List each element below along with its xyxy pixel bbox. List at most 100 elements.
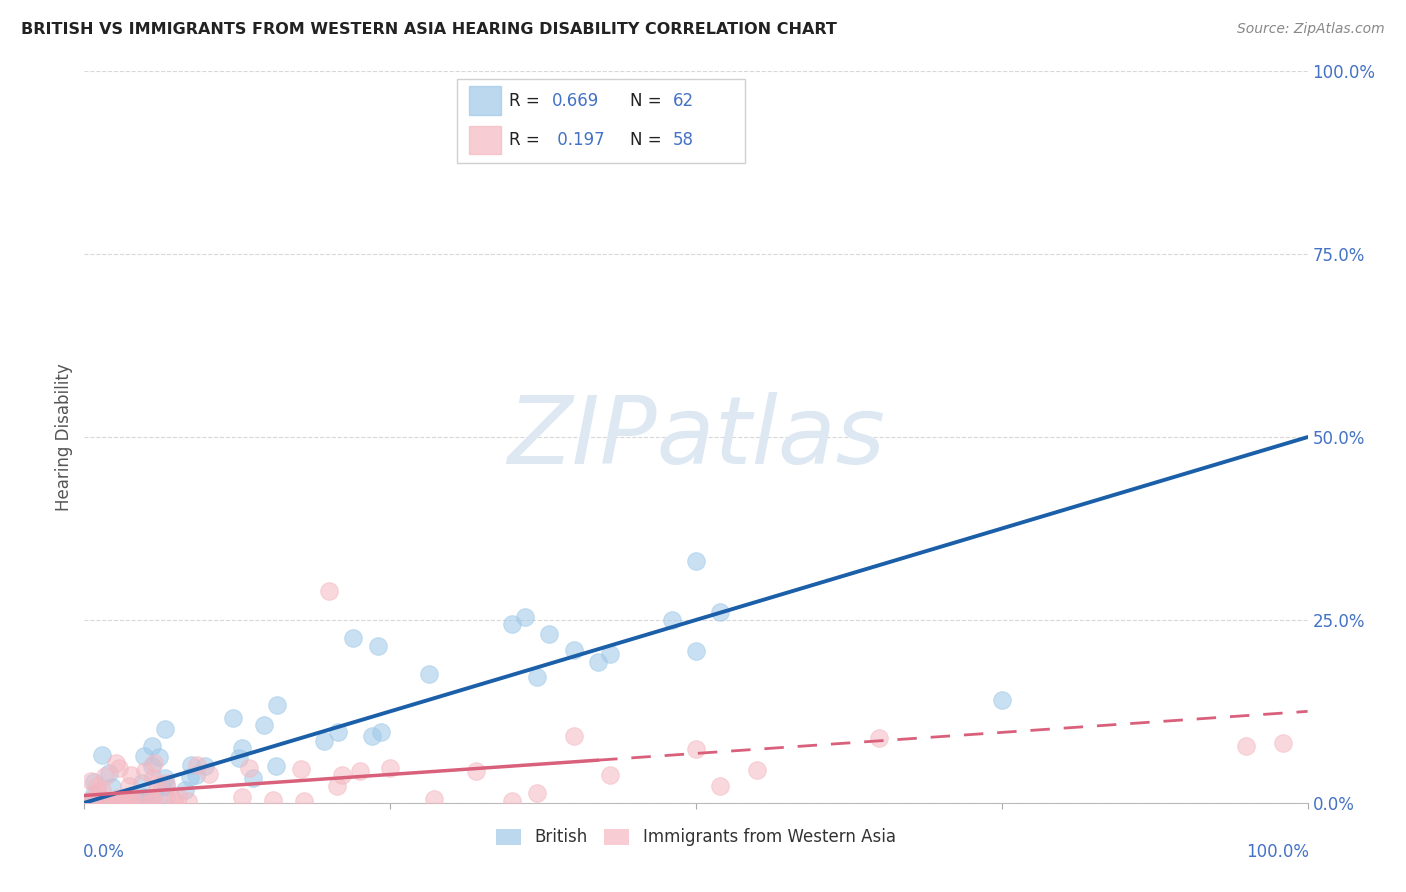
Point xyxy=(100,794,122,808)
Point xyxy=(253,718,276,732)
Point xyxy=(228,750,250,764)
Point xyxy=(526,670,548,684)
Point xyxy=(108,761,131,775)
Point xyxy=(83,787,105,801)
Point xyxy=(562,642,585,657)
Point xyxy=(131,794,153,808)
Point xyxy=(502,616,524,631)
Point xyxy=(136,794,159,808)
Point xyxy=(124,794,146,808)
Point xyxy=(131,776,153,790)
Point xyxy=(538,627,561,641)
Point xyxy=(513,610,536,624)
Point xyxy=(685,742,707,756)
Point xyxy=(141,759,163,773)
Point xyxy=(86,794,108,808)
Point xyxy=(141,794,163,808)
Point xyxy=(266,698,288,713)
Point xyxy=(94,769,117,783)
Point xyxy=(90,794,112,808)
Point xyxy=(142,771,165,785)
Point xyxy=(148,750,170,764)
Point xyxy=(141,789,163,804)
Point xyxy=(326,779,349,793)
Point xyxy=(173,783,195,797)
Point xyxy=(318,583,340,598)
Point xyxy=(79,794,101,808)
Point xyxy=(83,794,105,808)
Point xyxy=(661,614,683,628)
Point xyxy=(685,554,707,568)
Point xyxy=(103,794,125,808)
Point xyxy=(1236,739,1258,753)
Point xyxy=(1272,736,1295,750)
Point xyxy=(163,794,186,808)
Point xyxy=(143,794,166,808)
Point xyxy=(685,643,707,657)
Point xyxy=(562,729,585,743)
Point xyxy=(86,780,108,794)
Point xyxy=(179,770,201,784)
Point xyxy=(222,711,245,725)
Point xyxy=(141,739,163,754)
Point xyxy=(160,789,183,804)
Point xyxy=(120,768,142,782)
Point xyxy=(98,794,121,808)
Point xyxy=(93,794,115,808)
Point xyxy=(464,764,486,778)
Point xyxy=(91,747,114,762)
Point xyxy=(134,764,156,779)
Point xyxy=(132,794,155,808)
Point xyxy=(367,639,389,653)
Point xyxy=(139,792,162,806)
Point xyxy=(121,794,143,808)
Text: ZIPatlas: ZIPatlas xyxy=(508,392,884,483)
Point xyxy=(709,605,731,619)
Point xyxy=(153,771,176,785)
Point xyxy=(194,759,217,773)
Point xyxy=(118,779,141,793)
Point xyxy=(198,767,221,781)
Point xyxy=(747,763,769,777)
Point xyxy=(153,722,176,736)
Text: 100.0%: 100.0% xyxy=(1246,843,1309,861)
Point xyxy=(262,793,284,807)
Point xyxy=(328,725,350,739)
Point xyxy=(115,794,138,808)
Point xyxy=(242,771,264,785)
Point xyxy=(143,756,166,770)
Point xyxy=(231,741,253,756)
Point xyxy=(155,779,177,793)
Point xyxy=(599,767,621,781)
Point xyxy=(121,794,143,808)
Point xyxy=(121,794,143,808)
Point xyxy=(186,768,208,782)
Point xyxy=(177,794,200,808)
Point xyxy=(586,655,609,669)
Point xyxy=(180,758,202,772)
Point xyxy=(342,632,364,646)
Legend: British, Immigrants from Western Asia: British, Immigrants from Western Asia xyxy=(489,822,903,853)
Point xyxy=(599,647,621,661)
Point xyxy=(86,785,108,799)
Point xyxy=(91,794,114,808)
Point xyxy=(105,794,128,808)
Point xyxy=(991,693,1014,707)
Point xyxy=(380,761,402,775)
Point xyxy=(115,794,138,808)
Point xyxy=(146,777,169,791)
Point xyxy=(83,775,105,789)
Point xyxy=(79,794,101,808)
Point xyxy=(502,794,524,808)
Point xyxy=(150,780,173,794)
Point xyxy=(127,794,149,808)
Point xyxy=(290,762,312,776)
Point xyxy=(186,758,208,772)
Text: 0.0%: 0.0% xyxy=(83,843,125,861)
Point xyxy=(155,775,177,789)
Point xyxy=(110,794,132,808)
Point xyxy=(79,794,101,808)
Point xyxy=(80,774,103,789)
Point xyxy=(709,779,731,793)
Point xyxy=(90,792,112,806)
